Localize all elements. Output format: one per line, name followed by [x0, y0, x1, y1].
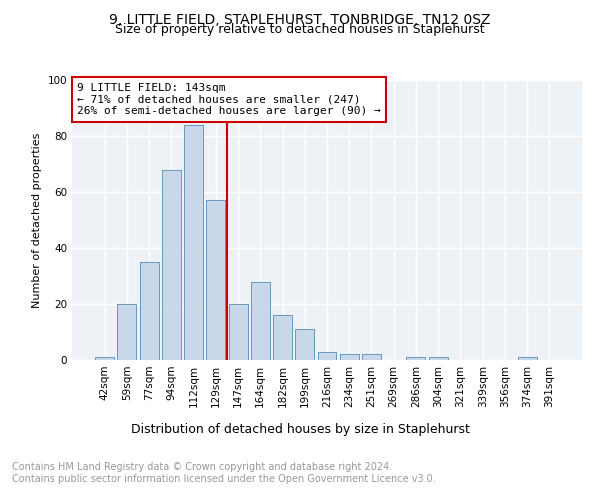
- Bar: [317, 352, 337, 360]
- Bar: [229, 304, 248, 360]
- Bar: [95, 357, 114, 360]
- Bar: [251, 282, 270, 360]
- Bar: [362, 354, 381, 360]
- Bar: [118, 304, 136, 360]
- Text: 9 LITTLE FIELD: 143sqm
← 71% of detached houses are smaller (247)
26% of semi-de: 9 LITTLE FIELD: 143sqm ← 71% of detached…: [77, 83, 381, 116]
- Bar: [295, 329, 314, 360]
- Bar: [273, 315, 292, 360]
- Bar: [206, 200, 225, 360]
- Text: Size of property relative to detached houses in Staplehurst: Size of property relative to detached ho…: [115, 22, 485, 36]
- Bar: [340, 354, 359, 360]
- Y-axis label: Number of detached properties: Number of detached properties: [32, 132, 42, 308]
- Text: 9, LITTLE FIELD, STAPLEHURST, TONBRIDGE, TN12 0SZ: 9, LITTLE FIELD, STAPLEHURST, TONBRIDGE,…: [109, 12, 491, 26]
- Text: Contains HM Land Registry data © Crown copyright and database right 2024.
Contai: Contains HM Land Registry data © Crown c…: [12, 462, 436, 484]
- Bar: [518, 357, 536, 360]
- Bar: [162, 170, 181, 360]
- Bar: [184, 125, 203, 360]
- Bar: [140, 262, 158, 360]
- Bar: [406, 357, 425, 360]
- Bar: [429, 357, 448, 360]
- Text: Distribution of detached houses by size in Staplehurst: Distribution of detached houses by size …: [131, 422, 469, 436]
